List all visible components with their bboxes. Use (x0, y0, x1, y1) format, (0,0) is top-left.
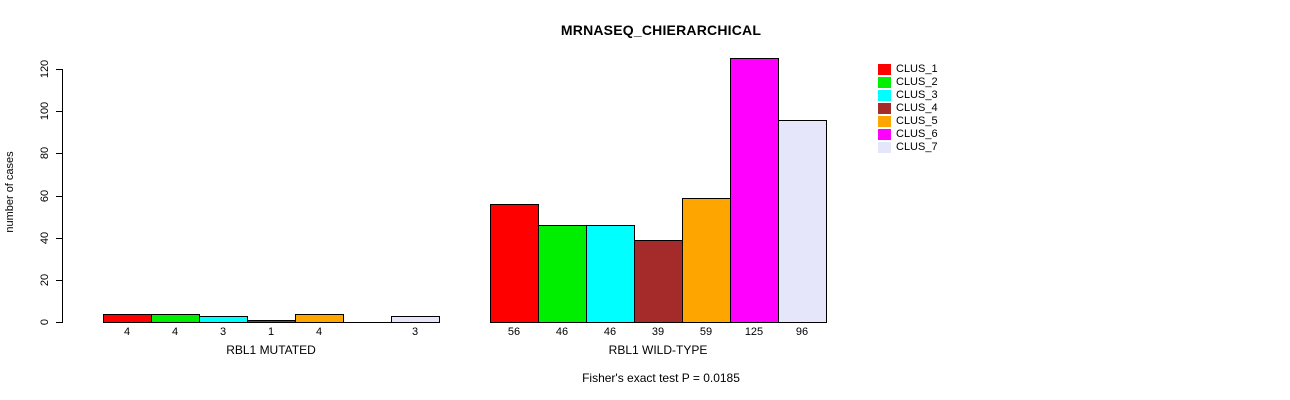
bar-value-label: 46 (603, 326, 617, 338)
legend-label: CLUS_1 (896, 63, 938, 75)
bar-clus_4 (634, 240, 683, 323)
y-tick-label: 120 (39, 59, 51, 79)
chart-title: MRNASEQ_CHIERARCHICAL (560, 22, 762, 38)
bar-value-label: 3 (219, 326, 227, 338)
y-tick-mark (56, 196, 62, 197)
y-tick-label: 100 (39, 101, 51, 121)
legend-entry-clus_1: CLUS_1 (878, 63, 988, 76)
bar-value-label: 1 (267, 326, 275, 338)
legend-swatch-icon (878, 129, 891, 140)
bar-value-label: 4 (171, 326, 179, 338)
bar-clus_6 (730, 58, 779, 323)
legend-entry-clus_2: CLUS_2 (878, 76, 988, 89)
y-tick-mark (56, 111, 62, 112)
legend-entry-clus_4: CLUS_4 (878, 102, 988, 115)
footnote: Fisher's exact test P = 0.0185 (582, 371, 740, 385)
y-tick-label: 60 (39, 189, 51, 203)
bar-value-label: 125 (744, 326, 764, 338)
y-tick-mark (56, 280, 62, 281)
bar-clus_5 (682, 198, 731, 323)
y-tick-label: 40 (39, 231, 51, 245)
bar-value-label: 59 (699, 326, 713, 338)
legend-swatch-icon (878, 142, 891, 153)
legend-label: CLUS_4 (896, 102, 938, 114)
bar-clus_7 (778, 120, 827, 323)
y-tick-label: 0 (39, 318, 51, 326)
bar-clus_1 (490, 204, 539, 323)
legend-entry-clus_3: CLUS_3 (878, 89, 988, 102)
y-tick-label: 80 (39, 146, 51, 160)
bar-value-label: 4 (123, 326, 131, 338)
legend-swatch-icon (878, 103, 891, 114)
bar-clus_4 (247, 320, 296, 323)
bar-clus_7 (391, 316, 440, 323)
bar-value-label: 4 (315, 326, 323, 338)
y-tick-mark (56, 322, 62, 323)
y-tick-label: 20 (39, 273, 51, 287)
bar-clus_5 (295, 314, 344, 323)
bar-clus_1 (103, 314, 152, 323)
bar-value-label: 39 (651, 326, 665, 338)
bar-zero-clus_6 (343, 322, 392, 323)
legend-label: CLUS_3 (896, 89, 938, 101)
bar-clus_3 (199, 316, 248, 323)
bar-value-label: 96 (795, 326, 809, 338)
y-tick-mark (56, 238, 62, 239)
legend-label: CLUS_2 (896, 76, 938, 88)
x-axis-group-label: RBL1 MUTATED (226, 343, 316, 357)
legend-label: CLUS_5 (896, 115, 938, 127)
bar-value-label: 3 (411, 326, 419, 338)
legend-swatch-icon (878, 116, 891, 127)
legend-swatch-icon (878, 64, 891, 75)
legend-label: CLUS_7 (896, 141, 938, 153)
legend-entry-clus_5: CLUS_5 (878, 115, 988, 128)
legend-entry-clus_6: CLUS_6 (878, 128, 988, 141)
y-tick-mark (56, 69, 62, 70)
legend-label: CLUS_6 (896, 128, 938, 140)
bar-clus_2 (151, 314, 200, 323)
legend-entry-clus_7: CLUS_7 (878, 141, 988, 154)
legend-swatch-icon (878, 90, 891, 101)
bar-value-label: 56 (507, 326, 521, 338)
legend-swatch-icon (878, 77, 891, 88)
y-axis-line (62, 69, 63, 323)
bar-clus_2 (538, 225, 587, 323)
bar-clus_3 (586, 225, 635, 323)
x-axis-group-label: RBL1 WILD-TYPE (608, 343, 708, 357)
y-axis-title: number of cases (4, 151, 16, 233)
y-tick-mark (56, 153, 62, 154)
bar-value-label: 46 (555, 326, 569, 338)
